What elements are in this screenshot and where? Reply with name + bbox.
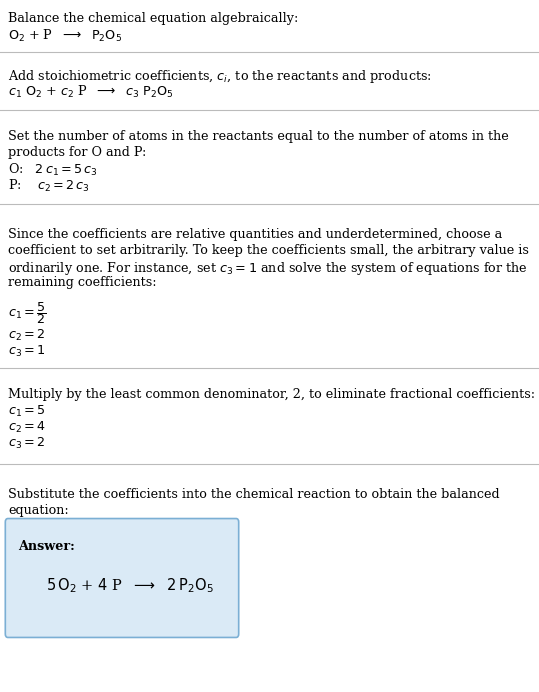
Text: $c_2 = 4$: $c_2 = 4$ [8, 420, 46, 435]
Text: $5\,\mathrm{O_2}$ + $4$ P  $\longrightarrow$  $2\,\mathrm{P_2O_5}$: $5\,\mathrm{O_2}$ + $4$ P $\longrightarr… [46, 576, 214, 594]
Text: ordinarily one. For instance, set $c_3 = 1$ and solve the system of equations fo: ordinarily one. For instance, set $c_3 =… [8, 260, 528, 277]
Text: Balance the chemical equation algebraically:: Balance the chemical equation algebraica… [8, 12, 299, 25]
Text: products for O and P:: products for O and P: [8, 146, 147, 159]
Text: coefficient to set arbitrarily. To keep the coefficients small, the arbitrary va: coefficient to set arbitrarily. To keep … [8, 244, 529, 257]
Text: $c_1 = 5$: $c_1 = 5$ [8, 404, 46, 419]
Text: P:    $c_2 = 2\,c_3$: P: $c_2 = 2\,c_3$ [8, 178, 90, 194]
Text: remaining coefficients:: remaining coefficients: [8, 276, 157, 289]
Text: Substitute the coefficients into the chemical reaction to obtain the balanced: Substitute the coefficients into the che… [8, 488, 500, 501]
Text: Add stoichiometric coefficients, $c_i$, to the reactants and products:: Add stoichiometric coefficients, $c_i$, … [8, 68, 432, 85]
Text: Set the number of atoms in the reactants equal to the number of atoms in the: Set the number of atoms in the reactants… [8, 130, 509, 143]
Text: Multiply by the least common denominator, 2, to eliminate fractional coefficient: Multiply by the least common denominator… [8, 388, 535, 401]
Text: O:   $2\,c_1 = 5\,c_3$: O: $2\,c_1 = 5\,c_3$ [8, 162, 98, 178]
FancyBboxPatch shape [5, 518, 239, 637]
Text: Since the coefficients are relative quantities and underdetermined, choose a: Since the coefficients are relative quan… [8, 228, 502, 241]
Text: Answer:: Answer: [18, 540, 75, 553]
Text: $c_3 = 2$: $c_3 = 2$ [8, 436, 45, 451]
Text: $c_1 = \dfrac{5}{2}$: $c_1 = \dfrac{5}{2}$ [8, 300, 47, 326]
Text: $\mathrm{O_2}$ + P  $\longrightarrow$  $\mathrm{P_2O_5}$: $\mathrm{O_2}$ + P $\longrightarrow$ $\m… [8, 28, 122, 44]
Text: $c_1$ $\mathrm{O_2}$ + $c_2$ P  $\longrightarrow$  $c_3$ $\mathrm{P_2O_5}$: $c_1$ $\mathrm{O_2}$ + $c_2$ P $\longrig… [8, 84, 173, 100]
Text: equation:: equation: [8, 504, 69, 517]
Text: $c_2 = 2$: $c_2 = 2$ [8, 328, 45, 343]
Text: $c_3 = 1$: $c_3 = 1$ [8, 344, 46, 359]
